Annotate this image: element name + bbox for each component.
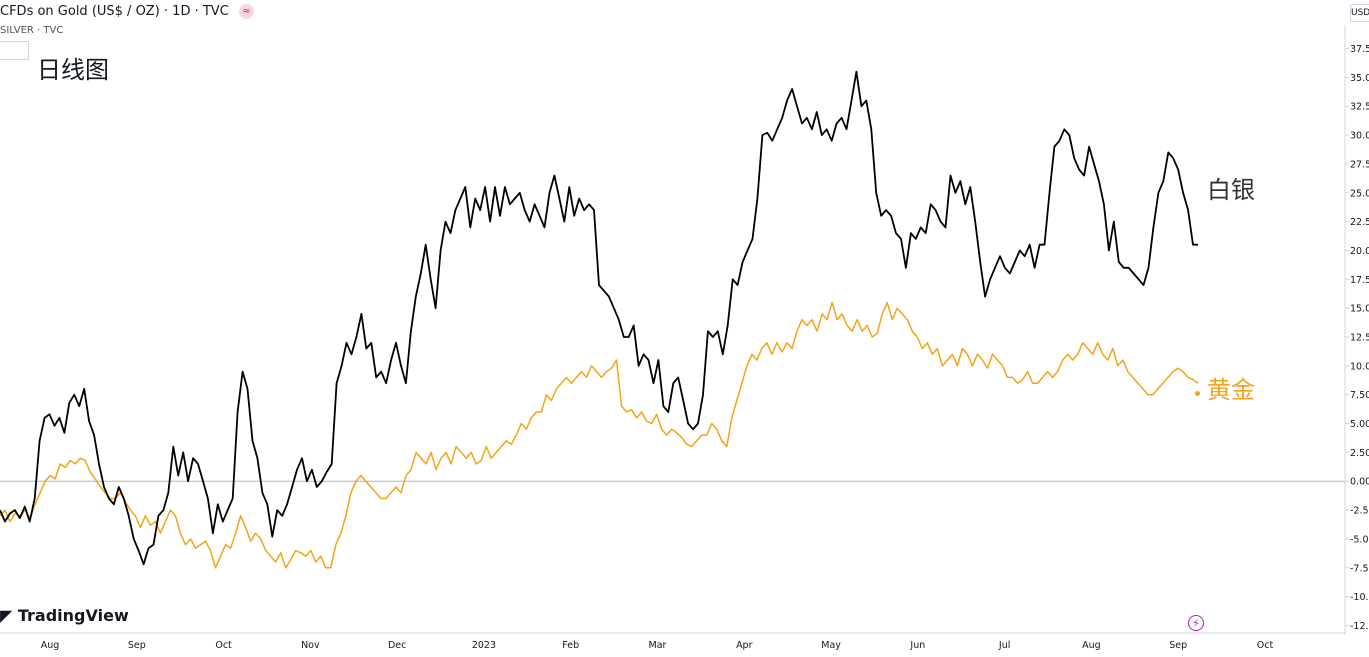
y-tick-label: 27.5	[1350, 159, 1369, 170]
series-label-gold: 黄金	[1207, 376, 1255, 404]
y-tick-label: -7.5	[1350, 563, 1369, 574]
x-tick-label: Sep	[1169, 640, 1187, 651]
legend-collapse-toggle[interactable]	[0, 41, 29, 60]
x-tick-label: Dec	[388, 640, 406, 651]
y-tick-label: 20.0	[1350, 246, 1369, 257]
y-tick-label: 12.5	[1350, 333, 1369, 344]
x-tick-label: Apr	[736, 640, 753, 651]
tradingview-logo-icon: ◤	[0, 606, 18, 625]
x-tick-label: Jul	[998, 640, 1010, 651]
lightning-icon[interactable]: ⚡	[1188, 615, 1204, 631]
y-tick-label: 10.0	[1350, 361, 1369, 372]
x-tick-label: Aug	[41, 640, 60, 651]
brand-name: TradingView	[17, 606, 129, 625]
compare-symbol-legend[interactable]: SILVER · TVC	[0, 25, 64, 36]
fx-badge[interactable]: ≈	[238, 4, 254, 19]
y-tick-label: -2.5	[1350, 506, 1369, 517]
y-tick-label: 35.0	[1350, 73, 1369, 84]
chart-annotation-title: 日线图	[37, 56, 109, 84]
x-tick-label: Sep	[128, 640, 146, 651]
y-tick-label: 22.5	[1350, 217, 1369, 228]
x-tick-label: Aug	[1082, 640, 1101, 651]
y-tick-label: 15.0	[1350, 304, 1369, 315]
chart-grid	[1345, 48, 1349, 626]
price-axis[interactable]: 37.5 35.0 32.5 30.0 27.5 25.0 22.5 20.0 17.5 15.0…	[1350, 44, 1369, 632]
y-tick-label: 17.5	[1350, 275, 1369, 286]
tradingview-logo[interactable]: ◤ TradingView	[0, 606, 129, 625]
main-symbol-legend[interactable]: CFDs on Gold (US$ / OZ) · 1D · TVC ≈	[0, 4, 254, 19]
x-tick-label: Oct	[215, 640, 232, 651]
y-tick-label: -5.0	[1350, 534, 1369, 545]
y-tick-label: 32.5	[1350, 102, 1369, 113]
x-tick-label: Jun	[909, 640, 925, 651]
y-tick-label: 37.5	[1350, 44, 1369, 55]
y-tick-label: 0.00	[1350, 477, 1369, 488]
y-tick-label: -12.	[1350, 621, 1369, 632]
series-gold-line[interactable]	[0, 301, 1199, 569]
x-tick-label: Oct	[1257, 640, 1274, 651]
y-tick-label: -10.	[1350, 592, 1369, 603]
x-tick-label: Mar	[649, 640, 667, 651]
y-tick-label: 2.50	[1350, 448, 1369, 459]
x-tick-label: 2023	[472, 640, 496, 651]
x-tick-label: Feb	[562, 640, 579, 651]
y-tick-label: 25.0	[1350, 188, 1369, 199]
time-axis[interactable]: Aug Sep Oct Nov Dec 2023 Feb Mar Apr May Jun Jul Aug…	[41, 640, 1274, 651]
main-symbol-title: CFDs on Gold (US$ / OZ) · 1D · TVC	[0, 4, 229, 19]
currency-badge[interactable]: USD	[1350, 4, 1369, 22]
y-tick-label: 5.00	[1350, 419, 1369, 430]
series-silver-line[interactable]	[0, 70, 1198, 566]
y-tick-label: 30.0	[1350, 131, 1369, 142]
x-tick-label: May	[821, 640, 841, 651]
gold-marker-dot	[1195, 391, 1200, 396]
series-label-silver: 白银	[1207, 176, 1255, 204]
x-tick-label: Nov	[301, 640, 320, 651]
y-tick-label: 7.50	[1350, 390, 1369, 401]
